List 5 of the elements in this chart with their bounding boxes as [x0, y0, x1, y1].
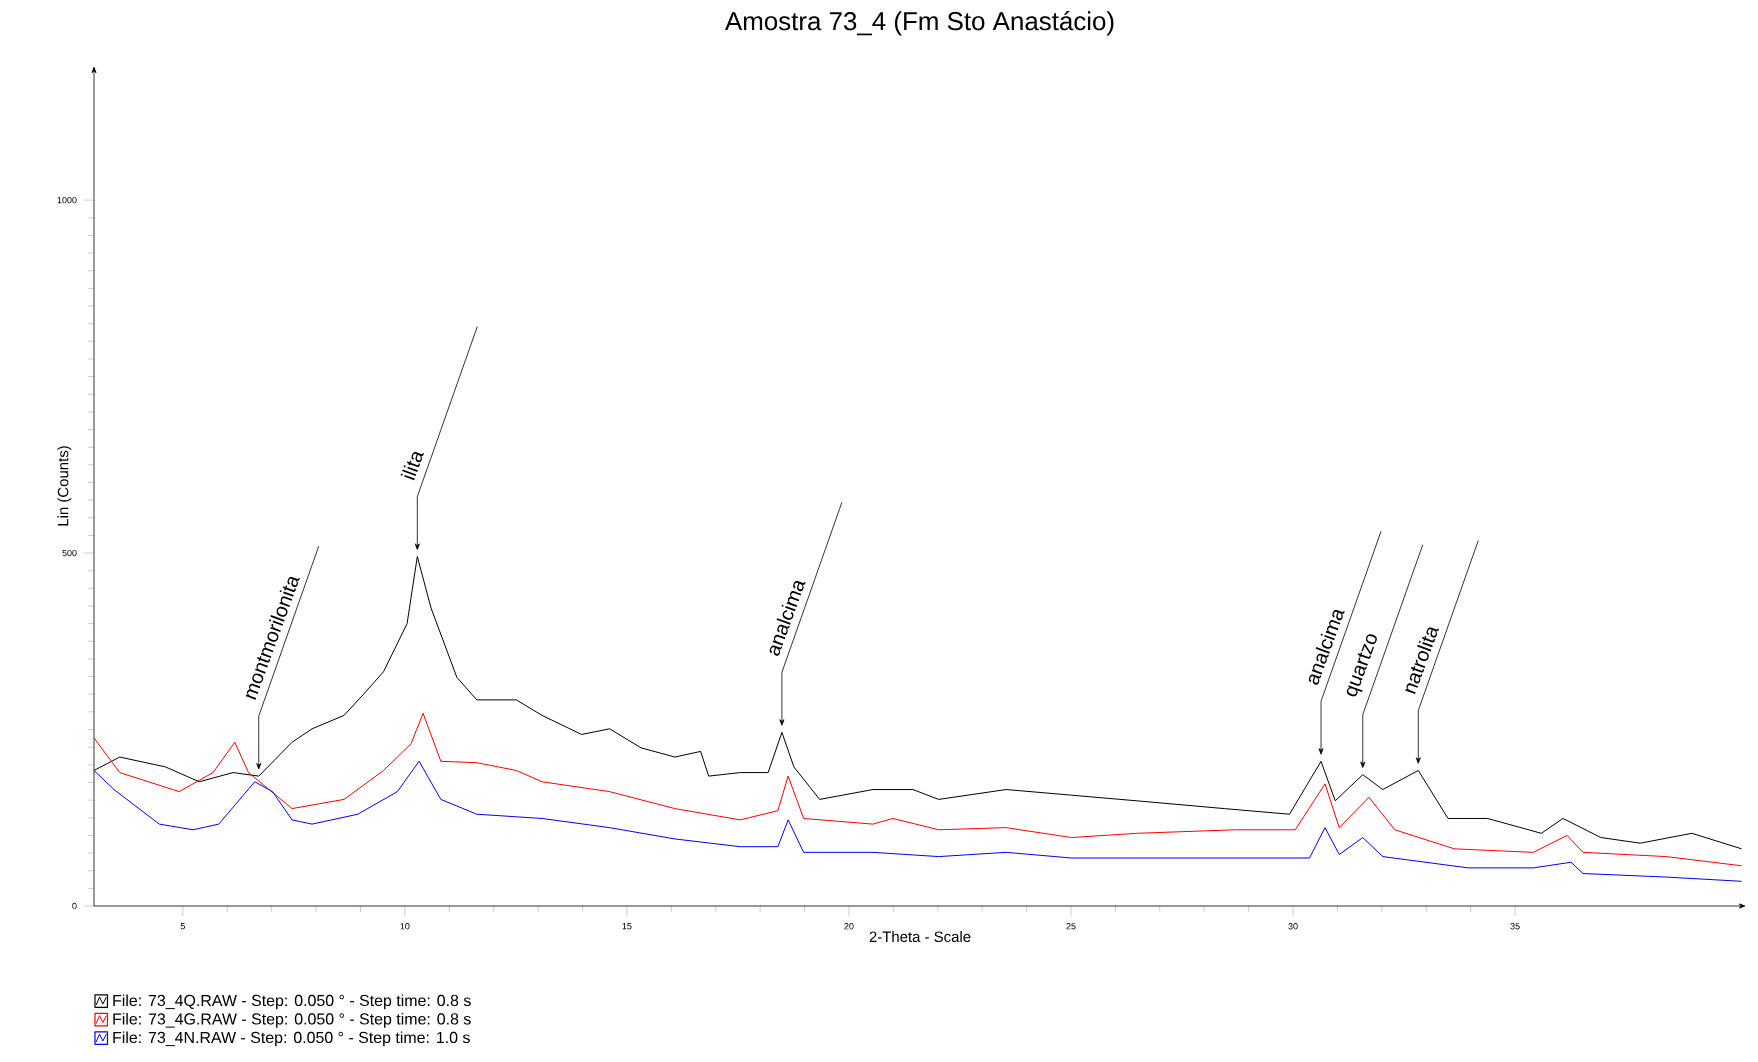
annotation: quartzo — [1346, 634, 1377, 697]
annotation: ilita — [400, 452, 424, 481]
line-series — [94, 712, 1743, 867]
chart-title: Amostra 73_4 (Fm Sto Anastácio) — [725, 11, 1114, 36]
line-series — [94, 760, 1743, 882]
